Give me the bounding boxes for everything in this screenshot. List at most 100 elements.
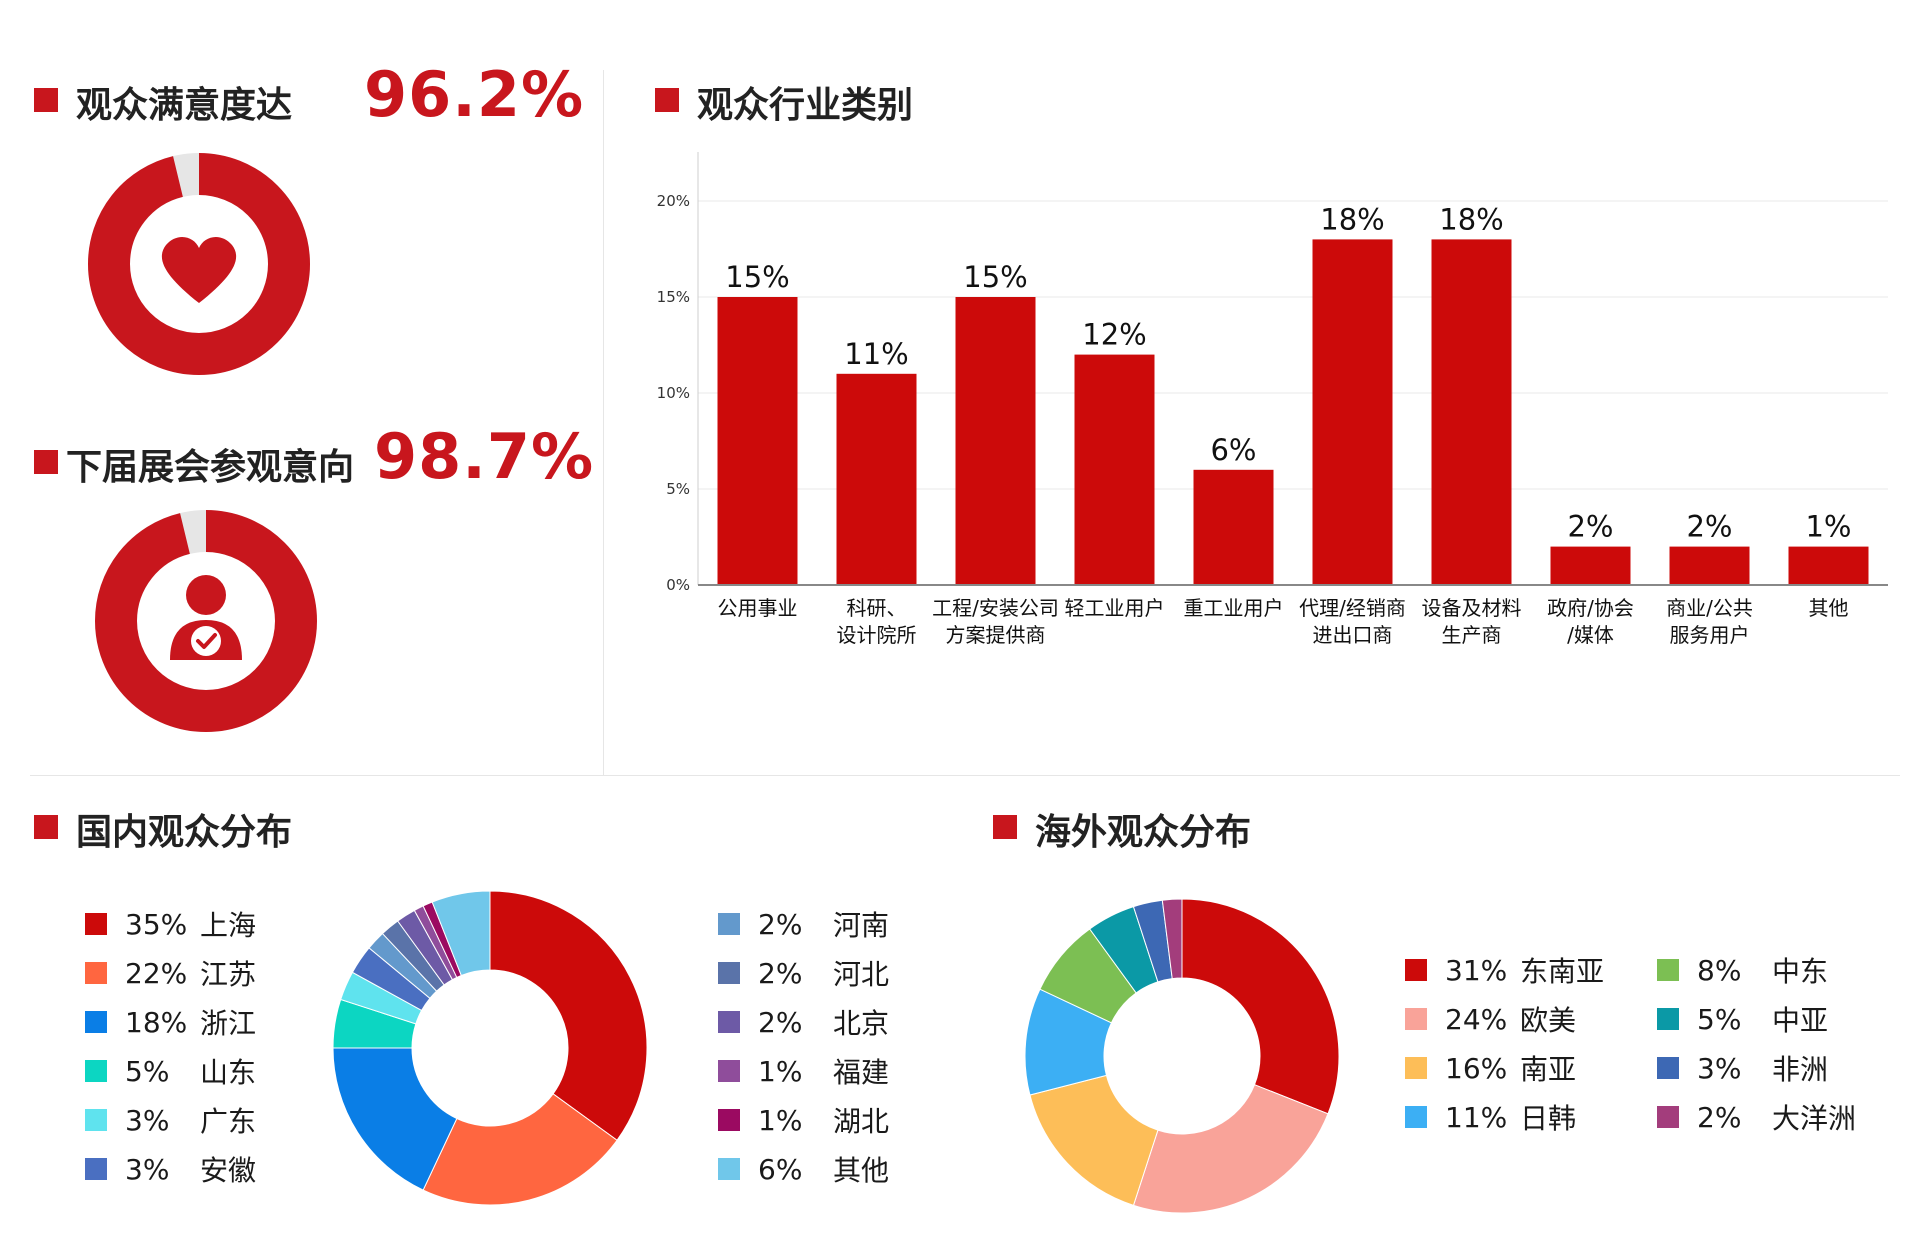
x-tick-label: 工程/安装公司: [932, 596, 1059, 620]
legend-label: 浙江: [200, 1007, 257, 1040]
legend-item: 2% 河南: [718, 904, 889, 944]
legend-percent: 2%: [758, 956, 803, 990]
legend-label: 中亚: [1772, 1004, 1829, 1037]
bar-data-label: 15%: [963, 260, 1027, 294]
legend-percent: 24%: [1445, 1002, 1508, 1036]
legend-percent: 2%: [1697, 1100, 1742, 1134]
legend-swatch: [718, 962, 740, 984]
bar-data-label: 12%: [1082, 318, 1146, 352]
user-check-icon: [170, 575, 242, 660]
y-tick-label: 0%: [666, 576, 690, 594]
overseas-donut-chart: [1024, 898, 1340, 1214]
legend-swatch: [1405, 1008, 1427, 1030]
legend-item: 2% 大洋洲: [1657, 1097, 1856, 1137]
legend-swatch: [85, 1011, 107, 1033]
satisfaction-title: 观众满意度达: [76, 85, 293, 126]
legend-item: 11% 日韩: [1405, 1097, 1576, 1137]
x-tick-label: 政府/协会: [1547, 596, 1634, 620]
section-marker: [993, 815, 1017, 839]
x-tick-label: 公用事业: [718, 596, 798, 620]
bar-data-label: 15%: [725, 260, 789, 294]
bar: [955, 297, 1036, 585]
donut-slice: [1132, 1084, 1329, 1214]
legend-swatch: [85, 1109, 107, 1131]
legend-label: 北京: [833, 1007, 890, 1040]
bar-data-label: 18%: [1439, 202, 1503, 236]
revisit-title: 下届展会参观意向: [66, 447, 355, 488]
satisfaction-value: 96.2%: [364, 58, 585, 131]
x-tick-label: 生产商: [1442, 623, 1502, 647]
section-marker: [34, 88, 58, 112]
donut-slice: [422, 1093, 618, 1206]
legend-swatch: [1657, 959, 1679, 981]
legend-swatch: [718, 913, 740, 935]
x-tick-label: 科研、: [847, 596, 907, 620]
legend-percent: 2%: [758, 1005, 803, 1039]
bar: [1193, 469, 1274, 585]
x-tick-label: 代理/经销商: [1299, 596, 1406, 620]
legend-item: 16% 南亚: [1405, 1048, 1576, 1088]
legend-percent: 35%: [125, 907, 188, 941]
legend-label: 其他: [833, 1154, 890, 1187]
industry-bar-chart: 0% 5% 10% 15% 20% 15% 公用事业 11% 科研、设计院所 15% 工程/安装公司…: [657, 152, 1888, 647]
legend-swatch: [718, 1011, 740, 1033]
legend-percent: 1%: [758, 1103, 803, 1137]
x-tick-label: 服务用户: [1670, 623, 1750, 647]
legend-label: 大洋洲: [1772, 1102, 1857, 1135]
legend-percent: 22%: [125, 956, 188, 990]
bar-data-label: 18%: [1320, 202, 1384, 236]
donut-slice: [1161, 898, 1183, 980]
bar: [1669, 546, 1750, 585]
vertical-divider: [603, 70, 604, 775]
legend-percent: 5%: [1697, 1002, 1742, 1036]
legend-swatch: [1657, 1057, 1679, 1079]
legend-label: 东南亚: [1520, 955, 1605, 988]
legend-item: 3% 广东: [85, 1100, 256, 1140]
donut-slice: [489, 890, 648, 1141]
y-tick-label: 15%: [657, 288, 690, 306]
revisit-value: 98.7%: [374, 420, 595, 493]
legend-item: 2% 北京: [718, 1002, 889, 1042]
legend-item: 3% 非洲: [1657, 1048, 1828, 1088]
x-tick-label: 设备及材料: [1422, 596, 1522, 620]
legend-item: 8% 中东: [1657, 950, 1828, 990]
donut-slice: [1181, 898, 1340, 1115]
donut-slice: [431, 890, 491, 977]
legend-percent: 16%: [1445, 1051, 1508, 1085]
legend-swatch: [718, 1158, 740, 1180]
legend-item: 1% 湖北: [718, 1100, 889, 1140]
legend-label: 日韩: [1520, 1102, 1577, 1135]
bar: [836, 373, 917, 585]
section-marker: [655, 88, 679, 112]
industry-title: 观众行业类别: [697, 85, 914, 126]
donut-slice: [1029, 1074, 1159, 1206]
y-tick-label: 20%: [657, 192, 690, 210]
legend-label: 湖北: [833, 1105, 890, 1138]
legend-percent: 2%: [758, 907, 803, 941]
section-marker: [34, 450, 58, 474]
x-tick-label: 设计院所: [837, 623, 917, 647]
domestic-legend: 35% 上海 22% 江苏 18% 浙江 5% 山东 3% 广东 3% 安徽 2% 河南 2% 河北 2% 北京 1…: [85, 904, 905, 1187]
x-tick-label: 轻工业用户: [1065, 596, 1165, 620]
legend-percent: 31%: [1445, 953, 1508, 987]
donut-slice: [332, 1047, 458, 1191]
bar-data-label: 6%: [1210, 433, 1256, 467]
x-tick-label: 进出口商: [1313, 623, 1393, 647]
legend-percent: 1%: [758, 1054, 803, 1088]
legend-item: 1% 福建: [718, 1051, 889, 1091]
bar: [1550, 546, 1631, 585]
legend-swatch: [718, 1060, 740, 1082]
legend-swatch: [85, 1060, 107, 1082]
legend-item: 22% 江苏: [85, 953, 256, 993]
legend-label: 南亚: [1520, 1053, 1577, 1086]
overseas-title: 海外观众分布: [1035, 812, 1252, 853]
bar: [717, 297, 798, 585]
heart-icon: [161, 236, 237, 303]
legend-percent: 3%: [125, 1152, 170, 1186]
legend-item: 18% 浙江: [85, 1002, 256, 1042]
x-tick-label: 重工业用户: [1184, 596, 1284, 620]
legend-label: 广东: [200, 1105, 257, 1138]
legend-item: 31% 东南亚: [1405, 950, 1604, 990]
satisfaction-ring: [88, 153, 310, 375]
section-marker: [34, 815, 58, 839]
